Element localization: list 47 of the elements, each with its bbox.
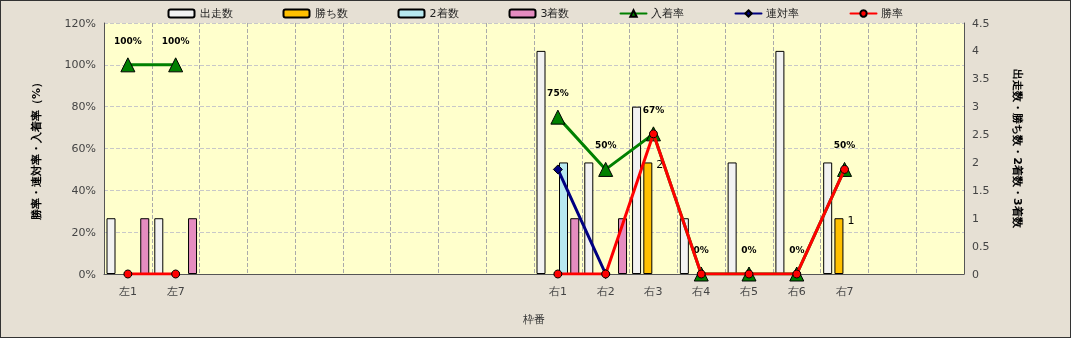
data-label: 100%	[113, 35, 142, 46]
y2-tick-label: 1	[972, 211, 979, 225]
y-tick-label: 60%	[71, 142, 96, 155]
x-axis-title: 枠番	[522, 313, 545, 326]
y-tick-label: 40%	[71, 183, 96, 197]
data-label: 0%	[789, 245, 805, 255]
y2-tick-label: 1.5	[972, 183, 990, 197]
y2-tick-label: 2.5	[972, 128, 990, 142]
y-tick-label: 100%	[64, 58, 96, 72]
y-tick-label: 20%	[71, 225, 96, 239]
y-axis-title: 勝率・連対率・入着率（%）	[30, 76, 43, 222]
data-label: 67%	[642, 104, 665, 115]
x-tick-label: 右3	[644, 285, 663, 298]
legend-label: 勝率	[881, 7, 904, 20]
x-tick-label: 右5	[740, 285, 758, 298]
x-tick-label: 左7	[166, 285, 185, 298]
data-label: 50%	[594, 140, 617, 151]
data-label: 1	[847, 214, 855, 228]
y2-tick-label: 0.5	[972, 239, 990, 253]
y2-tick-label: 0	[972, 267, 979, 281]
x-tick-label: 右4	[692, 285, 711, 298]
y2-tick-label: 4.5	[972, 16, 990, 30]
legend-label: 入着率	[651, 7, 685, 20]
y2-tick-label: 3.5	[972, 72, 990, 86]
x-tick-label: 左1	[118, 285, 137, 298]
legend-label: 勝ち数	[314, 7, 348, 20]
data-label: 2	[656, 158, 664, 172]
y2-tick-label: 2	[972, 155, 979, 169]
data-label: 0%	[741, 245, 757, 255]
data-label: 50%	[833, 140, 856, 151]
x-tick-label: 右1	[548, 285, 567, 298]
y2-tick-label: 4	[972, 44, 979, 58]
legend-label: 出走数	[199, 7, 233, 20]
legend-label: 連対率	[766, 7, 800, 20]
data-label: 75%	[547, 88, 569, 99]
legend-label: 3着数	[540, 7, 570, 20]
x-tick-label: 右2	[596, 285, 615, 298]
x-tick-label: 右6	[787, 285, 806, 298]
y2-tick-label: 3	[972, 100, 979, 114]
data-label: 100%	[161, 35, 190, 46]
y2-axis-title: 出走数・勝ち数・2着数・3着数	[1011, 69, 1024, 229]
data-label: 0%	[693, 245, 709, 255]
y-tick-label: 120%	[64, 16, 96, 30]
x-tick-label: 右7	[835, 285, 854, 298]
legend-label: 2着数	[429, 7, 459, 20]
y-tick-label: 0%	[78, 267, 96, 281]
y-tick-label: 80%	[71, 100, 96, 114]
